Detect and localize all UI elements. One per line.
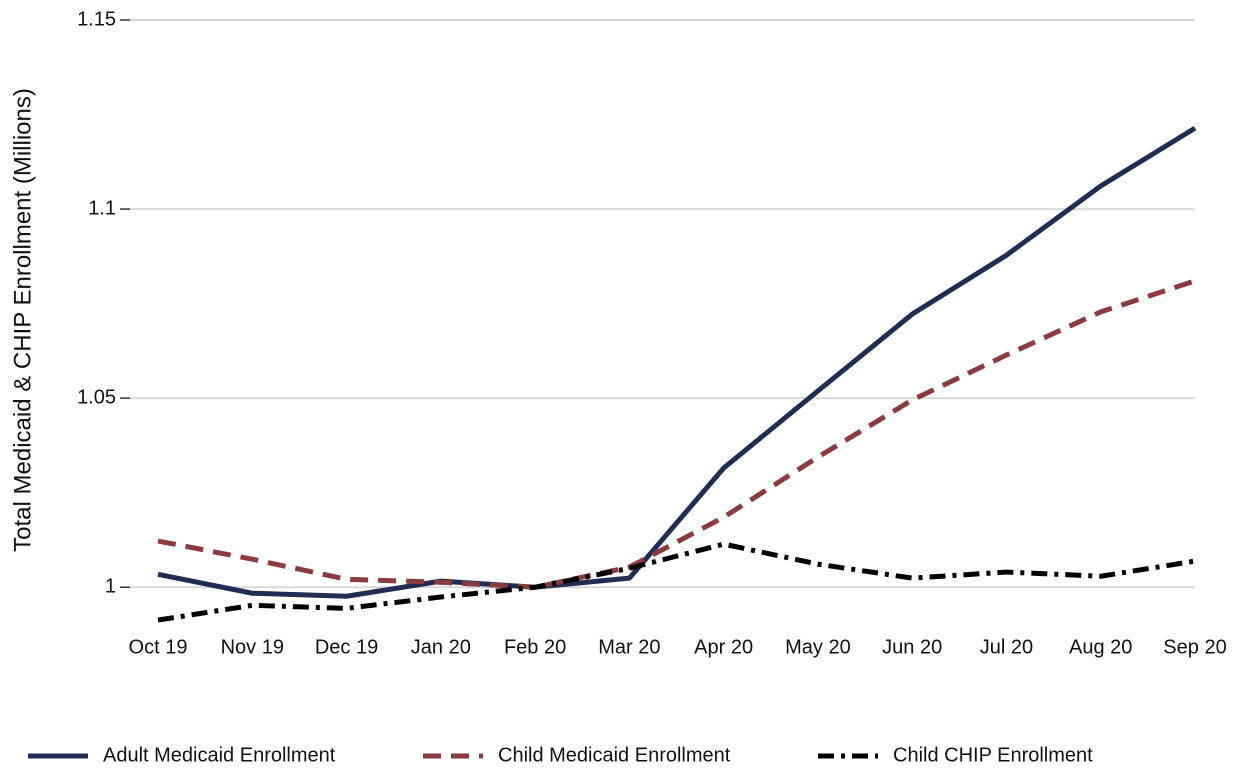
series-line <box>157 278 1196 590</box>
legend-label: Child CHIP Enrollment <box>893 744 1093 766</box>
series-line <box>157 126 1197 599</box>
y-tick-label: 1.05 <box>77 386 116 408</box>
x-tick-label: Sep 20 <box>1163 636 1226 658</box>
x-tick-label: Feb 20 <box>504 636 566 658</box>
y-axis-title: Total Medicaid & CHIP Enrollment (Millio… <box>9 88 36 552</box>
x-tick-label: Aug 20 <box>1069 636 1132 658</box>
x-tick-label: Jul 20 <box>980 636 1033 658</box>
x-tick-label: Apr 20 <box>694 636 753 658</box>
legend-label: Adult Medicaid Enrollment <box>103 744 336 766</box>
y-tick-label: 1.15 <box>77 8 116 30</box>
x-tick-label: Nov 19 <box>221 636 284 658</box>
x-tick-label: Jun 20 <box>882 636 942 658</box>
y-tick-label: 1 <box>105 575 116 597</box>
series-line <box>157 541 1196 623</box>
x-tick-label: Dec 19 <box>315 636 378 658</box>
x-tick-label: Jan 20 <box>411 636 471 658</box>
x-tick-label: Mar 20 <box>598 636 660 658</box>
y-tick-label: 1.1 <box>88 197 116 219</box>
x-tick-label: May 20 <box>785 636 851 658</box>
x-tick-label: Oct 19 <box>129 636 188 658</box>
legend-label: Child Medicaid Enrollment <box>498 744 731 766</box>
